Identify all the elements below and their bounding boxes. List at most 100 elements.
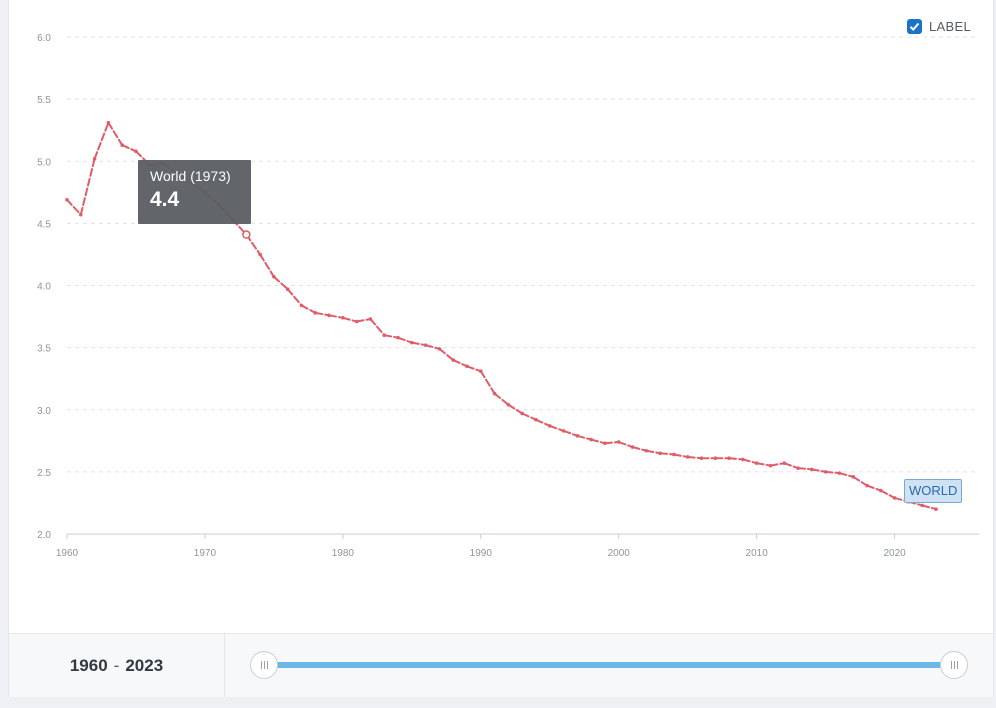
line-segment (728, 457, 744, 461)
data-point (437, 347, 442, 351)
line-segment (824, 470, 841, 475)
range-start: 1960 (69, 655, 108, 675)
line-segment (93, 121, 110, 160)
data-point (272, 275, 276, 279)
line-segment (452, 359, 469, 368)
range-slider-track[interactable] (265, 662, 955, 668)
data-point (547, 424, 552, 428)
data-point (796, 466, 800, 470)
line-segment (286, 288, 303, 307)
range-end: 2023 (125, 655, 164, 675)
data-point (575, 434, 580, 438)
x-tick-label: 2020 (883, 548, 906, 559)
series-points-world (65, 120, 938, 511)
range-separator: - (113, 655, 120, 675)
line-segment (507, 403, 524, 415)
line-segment (424, 344, 441, 350)
x-axis: 1960 1970 1980 1990 2000 2010 2020 (56, 533, 979, 559)
line-segment (755, 462, 772, 467)
line-segment (783, 462, 800, 470)
data-point (106, 120, 111, 125)
grip-icon (950, 661, 952, 669)
line-segment (479, 370, 496, 395)
range-slider-start-handle[interactable] (250, 651, 278, 679)
grip-icon (956, 661, 958, 669)
line-segment (562, 429, 579, 437)
data-point (78, 212, 83, 217)
line-chart: 2.0 2.5 3.0 3.5 4.0 4.5 5.0 5.5 6.0 1960 1970 1980… (37, 33, 979, 559)
x-tick-label: 1970 (194, 548, 217, 559)
data-point (561, 429, 566, 433)
data-point (754, 461, 759, 465)
grip-icon (266, 661, 268, 669)
line-segment (341, 316, 358, 323)
line-segment (328, 314, 344, 319)
data-point (768, 463, 773, 468)
x-tick-label: 2010 (746, 548, 769, 559)
data-point (865, 483, 869, 488)
x-tick-label: 1990 (470, 548, 493, 559)
y-axis-ticks: 2.0 2.5 3.0 3.5 4.0 4.5 5.0 5.5 6.0 (37, 33, 51, 541)
x-tick-label: 1980 (332, 548, 355, 559)
line-segment (576, 434, 593, 441)
data-point (741, 457, 745, 462)
line-segment (272, 275, 289, 291)
grip-icon (953, 661, 955, 669)
line-segment (355, 318, 372, 323)
line-segment (66, 198, 82, 216)
line-segment (590, 438, 606, 445)
checkmark-icon (909, 22, 920, 31)
range-label: 1960 - 2023 (9, 634, 225, 697)
range-slider-end-handle[interactable] (940, 651, 968, 679)
line-segment (548, 424, 565, 432)
line-segment (314, 311, 331, 317)
data-point (134, 149, 138, 154)
data-point (879, 488, 883, 493)
grip-icon (260, 661, 262, 669)
tooltip-value: 4.4 (150, 188, 180, 211)
data-point (616, 440, 621, 444)
label-toggle[interactable]: LABEL (907, 16, 971, 36)
data-point (382, 333, 387, 338)
data-point (534, 417, 538, 422)
data-point (934, 507, 938, 511)
y-tick-label: 5.5 (37, 95, 51, 106)
data-point (685, 455, 690, 459)
label-checkbox[interactable] (907, 18, 922, 34)
x-tick-label: 2000 (608, 548, 631, 559)
data-point (727, 456, 731, 461)
line-segment (866, 484, 882, 492)
y-tick-label: 4.5 (37, 219, 51, 230)
line-segment (686, 455, 703, 460)
data-point (782, 461, 787, 465)
line-segment (810, 468, 827, 473)
line-segment (410, 341, 427, 347)
line-segment (79, 157, 96, 216)
data-point (120, 143, 124, 147)
data-point (837, 471, 842, 475)
data-point (327, 313, 331, 318)
data-point (603, 441, 607, 446)
data-point (396, 335, 400, 340)
label-toggle-text: LABEL (929, 18, 971, 34)
series-label-world[interactable]: WORLD (904, 479, 963, 503)
chart-card: 2.0 2.5 3.0 3.5 4.0 4.5 5.0 5.5 6.0 1960 1970 1980… (8, 0, 994, 697)
data-point (92, 156, 97, 161)
line-segment (121, 144, 137, 153)
y-tick-label: 6.0 (37, 33, 51, 44)
data-tooltip: World (1973) 4.4 (138, 160, 251, 224)
y-tick-label: 3.5 (37, 344, 51, 355)
data-point (823, 470, 828, 474)
data-point (644, 448, 649, 453)
data-point (851, 475, 856, 479)
data-point (299, 303, 304, 308)
y-tick-label: 3.0 (37, 406, 51, 417)
line-segment (493, 392, 510, 406)
line-segment (521, 412, 537, 421)
line-segment (879, 489, 896, 499)
data-point (451, 358, 456, 362)
y-tick-label: 2.5 (37, 468, 51, 479)
hover-point (242, 230, 251, 239)
tooltip-title: World (1973) (150, 168, 231, 184)
line-segment (397, 336, 413, 344)
